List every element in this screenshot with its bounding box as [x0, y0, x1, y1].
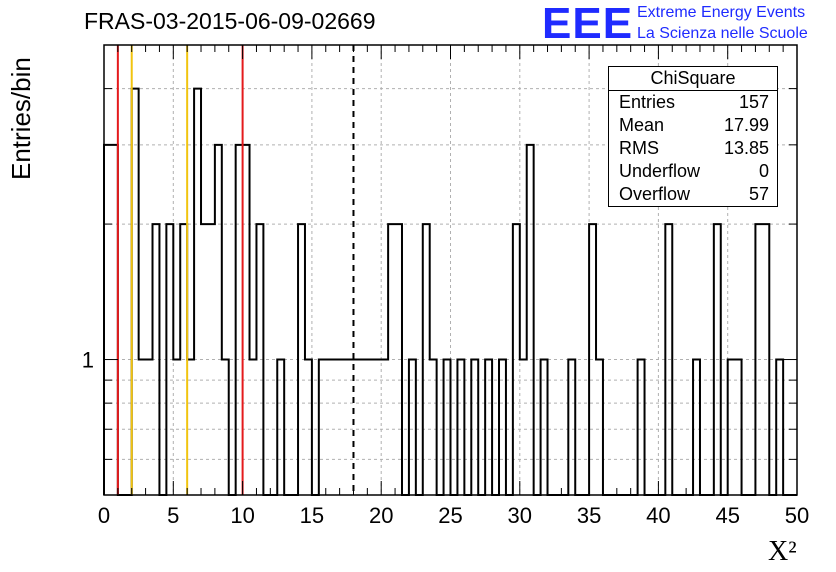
x-tick-label: 15 — [300, 503, 324, 528]
eee-logo: EEE — [542, 0, 634, 48]
histogram-bin — [111, 145, 118, 495]
chart-title: FRAS-03-2015-06-09-02669 — [84, 8, 376, 34]
histogram-bin — [104, 145, 111, 495]
stats-value: 17.99 — [723, 115, 769, 135]
stats-title: ChiSquare — [609, 67, 777, 91]
x-tick-label: 30 — [508, 503, 532, 528]
x-tick-label: 5 — [167, 503, 179, 528]
x-tick-label: 35 — [577, 503, 601, 528]
stats-value: 157 — [738, 92, 769, 112]
stats-value: 0 — [758, 161, 769, 181]
stats-value: 57 — [748, 184, 769, 204]
stats-label: Underflow — [619, 161, 701, 181]
x-tick-label: 45 — [715, 503, 739, 528]
stats-row-rms: RMS 13.85 — [609, 137, 777, 160]
histogram-bin — [215, 145, 222, 495]
stats-row-mean: Mean 17.99 — [609, 114, 777, 137]
x-tick-label: 10 — [230, 503, 254, 528]
histogram-bin — [527, 145, 534, 495]
y-axis-label: Entries/bin — [6, 57, 36, 180]
stats-box: ChiSquare Entries 157 Mean 17.99 RMS 13.… — [608, 66, 778, 207]
stats-row-overflow: Overflow 57 — [609, 183, 777, 206]
logo-line-2: La Scienza nelle Scuole — [637, 25, 808, 42]
x-tick-label: 0 — [98, 503, 110, 528]
stats-label: Entries — [619, 92, 676, 112]
logo-line-1: Extreme Energy Events — [637, 4, 806, 21]
stats-row-entries: Entries 157 — [609, 91, 777, 114]
x-axis-label: X² — [768, 536, 797, 567]
x-tick-label: 40 — [646, 503, 670, 528]
histogram-bin — [243, 145, 250, 495]
histogram-bin — [236, 145, 243, 495]
stats-label: Mean — [619, 115, 665, 135]
histogram-bin — [194, 89, 201, 495]
histogram-bin — [132, 89, 139, 495]
x-tick-label: 25 — [438, 503, 462, 528]
stats-label: RMS — [619, 138, 659, 158]
y-tick-label: 1 — [82, 348, 94, 373]
stats-label: Overflow — [619, 184, 691, 204]
stats-row-underflow: Underflow 0 — [609, 160, 777, 183]
stats-value: 13.85 — [723, 138, 769, 158]
x-tick-label: 20 — [369, 503, 393, 528]
x-tick-label: 50 — [785, 503, 809, 528]
